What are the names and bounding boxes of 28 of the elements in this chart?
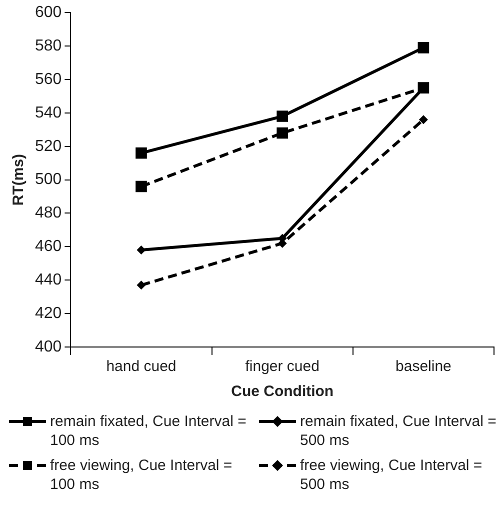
point [136,280,146,290]
point [276,110,288,122]
y-axis-title: RT(ms) [10,154,28,206]
point [136,246,146,255]
y-tick-label: 560 [34,70,62,88]
point [136,180,147,192]
y-tick-label: 520 [34,138,62,155]
x-tick-label: baseline [396,358,452,376]
y-tick-label: 500 [34,171,62,188]
point [418,42,430,54]
legend-label: free viewing, Cue Interval = 500 ms [300,456,484,494]
y-tick-label: 400 [34,338,62,356]
y-tick-label: 540 [34,104,62,122]
y-tick-label: 480 [34,204,62,222]
point [418,115,428,124]
y-tick-label: 440 [34,272,62,289]
legend-label: remain fixated, Cue Interval = 100 ms [50,412,248,450]
x-tick-label: hand cued [106,358,176,376]
legend-label: free viewing, Cue Interval = 100 ms [50,456,234,494]
x-axis-title: Cue Condition [231,383,334,400]
x-tick-label: finger cued [245,358,320,376]
y-tick-label: 460 [34,238,62,256]
point [136,147,147,159]
y-tick-label: 600 [34,4,62,22]
y-tick-label: 420 [34,304,62,322]
legend-label: remain fixated, Cue Interval = 500 ms [300,412,498,450]
y-tick-label: 580 [34,37,62,54]
point [276,127,288,139]
